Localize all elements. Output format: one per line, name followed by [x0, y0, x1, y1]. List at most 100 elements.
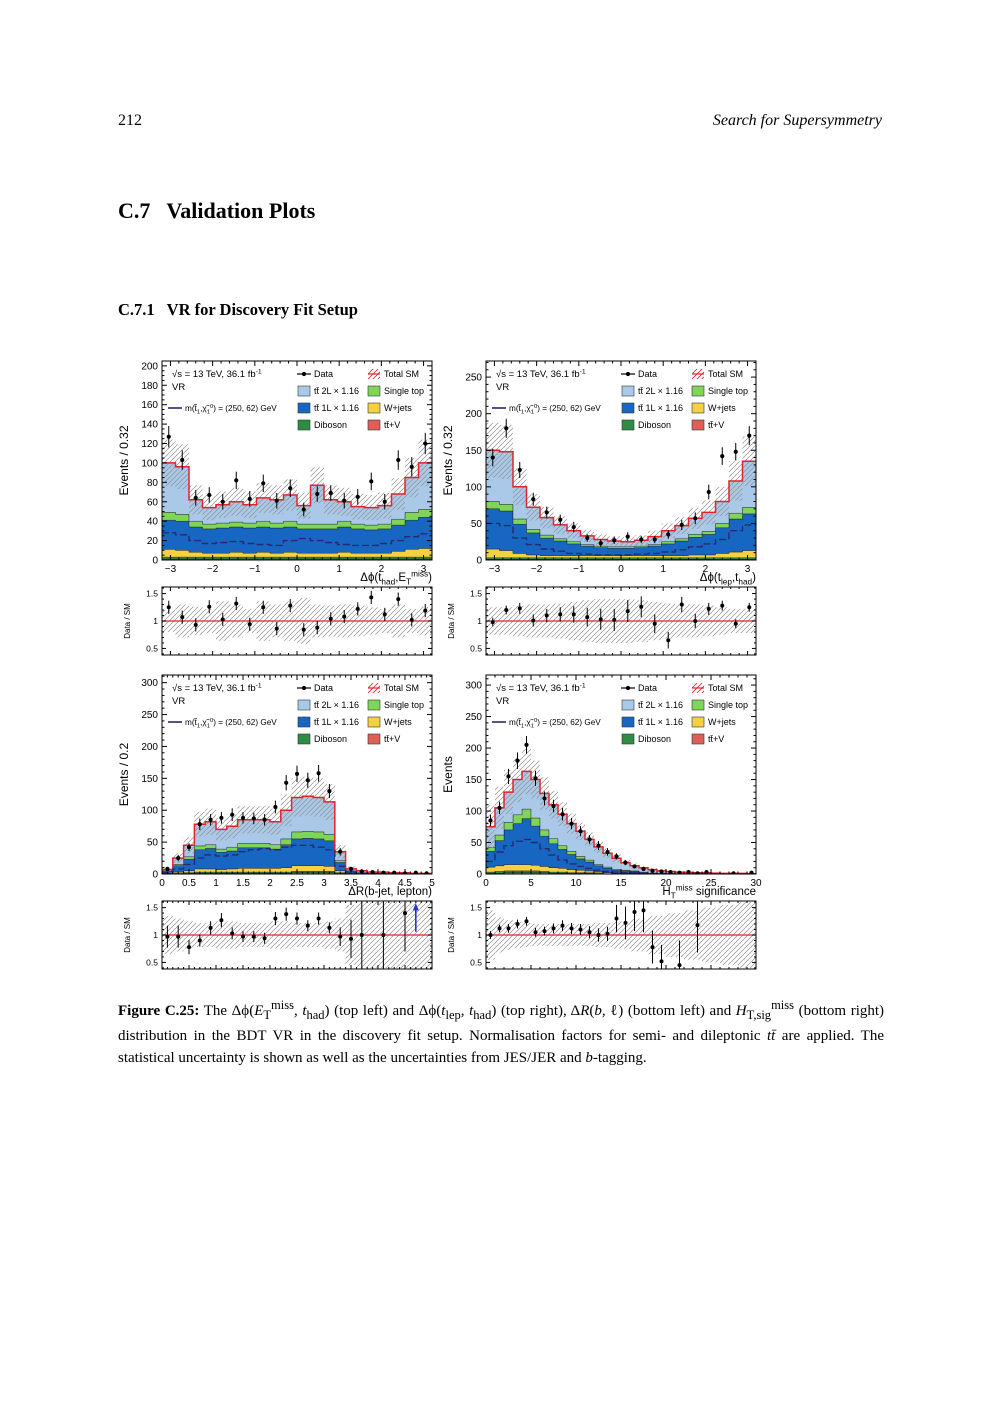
svg-text:tt̄ 1L × 1.16: tt̄ 1L × 1.16: [638, 717, 683, 727]
svg-text:60: 60: [147, 497, 159, 508]
svg-text:√s = 13 TeV, 36.1 fb-1: √s = 13 TeV, 36.1 fb-1: [496, 682, 586, 694]
svg-text:1.5: 1.5: [146, 903, 158, 913]
svg-text:80: 80: [147, 478, 159, 489]
svg-text:−1: −1: [249, 564, 261, 575]
ratio-y-axis: [162, 587, 432, 655]
x-axis: [485, 361, 757, 560]
svg-text:HTmiss significance: HTmiss significance: [662, 884, 756, 901]
svg-text:Single top: Single top: [384, 386, 424, 396]
svg-text:VR: VR: [172, 696, 185, 707]
svg-text:5: 5: [429, 878, 435, 889]
svg-text:180: 180: [141, 381, 158, 392]
svg-text:2: 2: [379, 564, 385, 575]
ratio-points: [488, 901, 700, 969]
svg-text:150: 150: [141, 774, 158, 785]
svg-text:1.5: 1.5: [236, 878, 250, 889]
svg-text:0.5: 0.5: [146, 643, 158, 653]
svg-text:250: 250: [465, 373, 482, 384]
svg-text:120: 120: [141, 439, 158, 450]
svg-text:tt̄ 1L × 1.16: tt̄ 1L × 1.16: [314, 717, 359, 727]
ratio-dphi-thad-etmiss: 0.5 1 1.5 Data / SM: [123, 586, 433, 656]
svg-text:250: 250: [465, 712, 482, 723]
svg-text:0: 0: [294, 564, 300, 575]
svg-text:tt̄ 2L × 1.16: tt̄ 2L × 1.16: [638, 386, 683, 396]
svg-text:0: 0: [152, 870, 158, 881]
ratio-y-axis: [486, 901, 756, 969]
svg-text:tt̄+V: tt̄+V: [708, 420, 724, 430]
svg-text:tt̄+V: tt̄+V: [384, 420, 400, 430]
svg-text:3: 3: [745, 564, 751, 575]
svg-text:200: 200: [465, 744, 482, 755]
svg-text:−2: −2: [531, 564, 543, 575]
svg-text:1: 1: [477, 930, 482, 940]
svg-text:m(t̃1,χ̃10) = (250, 62) GeV: m(t̃1,χ̃10) = (250, 62) GeV: [509, 717, 601, 730]
svg-text:20: 20: [147, 536, 159, 547]
svg-text:Events: Events: [441, 756, 455, 793]
svg-text:20: 20: [660, 878, 672, 889]
svg-text:0: 0: [483, 878, 489, 889]
svg-text:100: 100: [465, 482, 482, 493]
svg-text:Data / SM: Data / SM: [447, 603, 456, 639]
svg-text:W+jets: W+jets: [708, 403, 736, 413]
svg-text:VR: VR: [496, 696, 509, 707]
svg-text:250: 250: [141, 710, 158, 721]
legend: Data Total SM tt̄ 2L × 1.16 Single top tt̄ 1…: [621, 369, 748, 431]
svg-text:0: 0: [476, 870, 482, 881]
signal-line: [486, 522, 756, 556]
data-points: [490, 418, 752, 547]
svg-text:150: 150: [465, 446, 482, 457]
ratio-dphi-tlep-thad: 0.5 1 1.5 Data / SM: [447, 586, 757, 656]
svg-text:0: 0: [159, 878, 165, 889]
svg-text:1.5: 1.5: [470, 903, 482, 913]
svg-text:Data / SM: Data / SM: [447, 917, 456, 953]
svg-text:0: 0: [152, 556, 158, 567]
plot-dphi-tlep-thad: −3 −2 −1 0 1 2 3 0 50 100 150 200 250 Δϕ(tlep,thad) Ev…: [441, 360, 757, 586]
svg-text:0.5: 0.5: [470, 957, 482, 967]
svg-text:Data / SM: Data / SM: [123, 917, 132, 953]
svg-text:50: 50: [471, 838, 483, 849]
svg-text:1.5: 1.5: [470, 589, 482, 599]
svg-text:tt̄ 1L × 1.16: tt̄ 1L × 1.16: [638, 403, 683, 413]
svg-text:150: 150: [465, 775, 482, 786]
svg-text:1: 1: [660, 564, 666, 575]
running-title: Search for Supersymmetry: [712, 112, 882, 129]
ratio-points: [165, 901, 407, 968]
svg-text:tt̄ 1L × 1.16: tt̄ 1L × 1.16: [314, 403, 359, 413]
svg-text:1: 1: [213, 878, 219, 889]
legend: Data Total SM tt̄ 2L × 1.16 Single top tt̄ 1…: [297, 369, 424, 431]
ratio-points: [166, 590, 428, 637]
svg-text:1: 1: [153, 930, 158, 940]
svg-text:Total SM: Total SM: [708, 369, 743, 379]
ratio-dr-bjet-lepton: 0.5 1 1.5 Data / SM: [123, 900, 433, 970]
svg-text:5: 5: [528, 878, 534, 889]
data-points: [166, 426, 428, 517]
y-axis: [162, 360, 432, 561]
svg-text:Diboson: Diboson: [314, 734, 347, 744]
svg-text:Single top: Single top: [708, 700, 748, 710]
y-axis: [486, 678, 756, 875]
page-number: 212: [118, 112, 142, 129]
svg-text:Total SM: Total SM: [384, 683, 419, 693]
svg-text:200: 200: [141, 361, 158, 372]
svg-text:Events / 0.2: Events / 0.2: [117, 742, 131, 806]
plot-dphi-thad-etmiss: −3 −2 −1 0 1 2 3 0 20 40 60 80 100 120 140 160 180 200 Δϕ(…: [117, 360, 433, 586]
out-of-range-arrow: [412, 903, 419, 932]
svg-text:Δϕ(tlep,thad): Δϕ(tlep,thad): [700, 572, 756, 586]
svg-text:0.5: 0.5: [470, 643, 482, 653]
section-heading: C.7 Validation Plots: [118, 198, 315, 224]
svg-text:0.5: 0.5: [146, 957, 158, 967]
svg-text:50: 50: [147, 838, 159, 849]
svg-text:VR: VR: [172, 382, 185, 393]
svg-text:300: 300: [141, 678, 158, 689]
svg-text:−3: −3: [165, 564, 177, 575]
figure-c25: −3 −2 −1 0 1 2 3 0 20 40 60 80 100 120 140 160 180 200 Δϕ(…: [117, 360, 762, 970]
svg-text:−3: −3: [489, 564, 501, 575]
ratio-y-axis: [486, 587, 756, 655]
svg-text:1: 1: [153, 616, 158, 626]
svg-text:Data: Data: [638, 369, 657, 379]
svg-text:tt̄ 2L × 1.16: tt̄ 2L × 1.16: [314, 700, 359, 710]
svg-text:Diboson: Diboson: [638, 734, 671, 744]
svg-text:0: 0: [618, 564, 624, 575]
